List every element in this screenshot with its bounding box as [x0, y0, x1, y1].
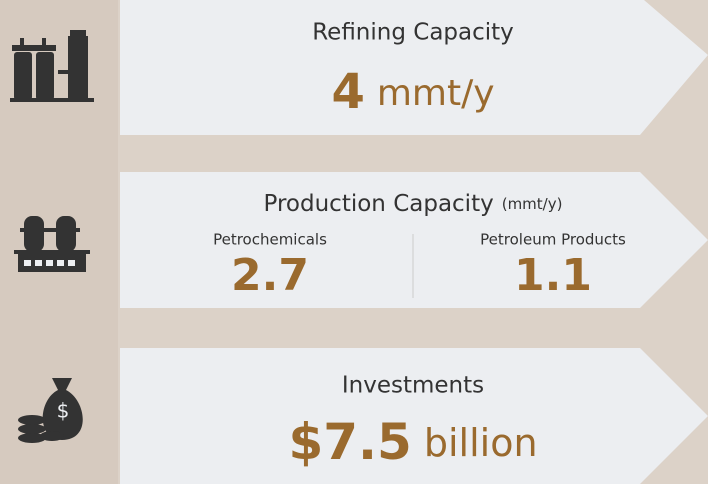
panel: [120, 0, 708, 135]
row-value: $7.5 billion: [288, 413, 537, 471]
unit: mmt/y: [377, 73, 495, 114]
value: $7.5: [288, 413, 411, 471]
panel: [120, 348, 708, 484]
row-value: 4 mmt/y: [331, 64, 494, 120]
row-title: Production Capacity (mmt/y): [264, 191, 563, 217]
item-value: 1.1: [514, 250, 592, 301]
value: 4: [331, 64, 364, 120]
plant-windows: [24, 260, 75, 266]
item-label: Petroleum Products: [480, 231, 626, 249]
unit: (mmt/y): [502, 195, 563, 213]
row-title: Refining Capacity: [312, 20, 514, 46]
item-label: Petrochemicals: [213, 231, 327, 249]
panel: [120, 172, 708, 308]
refinery-icon: [10, 30, 94, 102]
title: Production Capacity: [264, 191, 494, 217]
row-title: Investments: [342, 373, 484, 399]
dollar-sign: $: [57, 399, 70, 423]
money-icon: [18, 378, 83, 443]
item-value: 2.7: [231, 250, 309, 301]
unit: billion: [424, 421, 538, 465]
